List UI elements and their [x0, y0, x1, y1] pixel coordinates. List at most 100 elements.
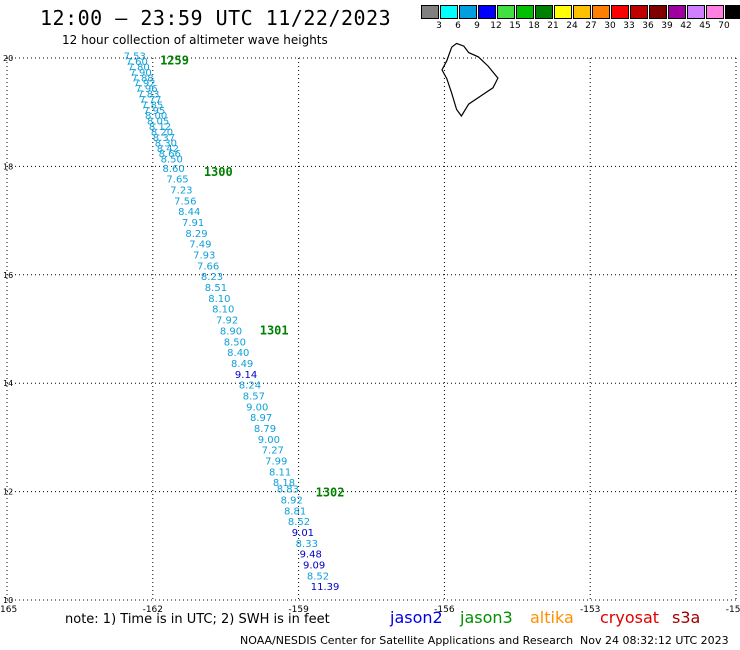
time-label: 1300 — [204, 165, 233, 179]
credit-text: NOAA/NESDIS Center for Satellite Applica… — [240, 634, 574, 647]
satellite-label-jason3: jason3 — [460, 608, 513, 627]
wave-height-label: 8.33 — [296, 539, 318, 550]
wave-height-label: 7.60 — [126, 57, 148, 68]
wave-height-label: 7.91 — [182, 218, 204, 229]
legend-swatch-label: 12 — [490, 21, 502, 31]
wave-height-label: 8.29 — [185, 229, 207, 240]
legend-swatch — [497, 5, 515, 19]
wave-height-label: 8.97 — [250, 413, 272, 424]
page-subtitle: 12 hour collection of altimeter wave hei… — [62, 33, 328, 47]
wave-height-label: 7.77 — [139, 95, 161, 106]
page-title: 12:00 – 23:59 UTC 11/22/2023 — [40, 6, 392, 30]
legend-swatch-label: 33 — [623, 21, 635, 31]
wave-height-label: 8.20 — [151, 128, 173, 139]
wave-height-label: 8.24 — [239, 381, 261, 392]
wave-height-label: 8.92 — [281, 496, 303, 507]
legend-swatch — [630, 5, 648, 19]
legend-swatch-label: 30 — [604, 21, 616, 31]
footer-note: note: 1) Time is in UTC; 2) SWH is in fe… — [65, 612, 330, 627]
legend-swatch — [535, 5, 553, 19]
wave-height-label: 8.10 — [212, 305, 234, 316]
wave-height-label: 9.00 — [246, 402, 268, 413]
legend-swatch — [554, 5, 572, 19]
wave-height-label: 9.00 — [258, 435, 280, 446]
wave-height-label: 8.18 — [273, 478, 295, 489]
legend-swatch-label: 9 — [474, 21, 480, 31]
wave-height-label: 7.66 — [197, 261, 219, 272]
wave-height-label: 8.60 — [163, 164, 185, 175]
satellite-label-cryosat: cryosat — [600, 608, 660, 627]
wave-height-label: 7.95 — [143, 106, 165, 117]
legend-swatch-label: 21 — [547, 21, 559, 31]
wave-height-label: 7.23 — [170, 186, 192, 197]
wave-height-label: 8.50 — [161, 155, 183, 166]
legend-swatch-label: 27 — [585, 21, 597, 31]
wave-height-label: 8.30 — [155, 138, 177, 149]
legend-swatch — [687, 5, 705, 19]
timestamp-text: Nov 24 08:32:12 UTC 2023 — [580, 634, 729, 647]
satellite-label-altika: altika — [530, 608, 574, 627]
wave-height-label: 8.83 — [277, 485, 299, 496]
wave-height-label: 8.42 — [157, 144, 179, 155]
wave-height-label: 7.88 — [131, 73, 153, 84]
wave-height-label: 9.01 — [292, 528, 314, 539]
legend-swatch — [649, 5, 667, 19]
y-tick-label: 20 — [3, 54, 13, 63]
legend-swatch-label: 70 — [718, 21, 730, 31]
wave-height-label: 7.90 — [129, 68, 151, 79]
wave-height-label: 8.05 — [147, 117, 169, 128]
wave-height-label: 8.49 — [231, 359, 253, 370]
wave-height-label: 7.56 — [174, 196, 196, 207]
legend-swatch-label: 6 — [455, 21, 461, 31]
wave-height-label: 8.66 — [159, 149, 181, 160]
wave-height-label: 7.92 — [133, 79, 155, 90]
wave-height-label: 7.93 — [193, 251, 215, 262]
legend-swatch — [459, 5, 477, 19]
x-tick-label: -165 — [0, 605, 17, 615]
x-tick-label: -159 — [288, 605, 309, 615]
wave-height-label: 8.52 — [307, 571, 329, 582]
legend-swatch-label: 24 — [566, 21, 578, 31]
legend-swatch — [421, 5, 439, 19]
wave-height-label: 8.00 — [145, 111, 167, 122]
legend-swatch-label: 45 — [699, 21, 711, 31]
y-tick-label: 12 — [3, 488, 13, 497]
x-tick-label: -153 — [580, 605, 600, 615]
wave-height-label: 7.99 — [265, 457, 287, 468]
wave-height-label: 8.90 — [220, 326, 242, 337]
y-tick-label: 10 — [3, 596, 13, 605]
legend-swatch-label: 36 — [642, 21, 654, 31]
y-tick-label: 14 — [3, 379, 13, 388]
wave-height-label: 8.79 — [254, 424, 276, 435]
wave-height-label: 7.96 — [135, 84, 157, 95]
wave-height-label: 7.49 — [189, 240, 211, 251]
legend-swatch — [668, 5, 686, 19]
legend-swatch-label: 39 — [661, 21, 673, 31]
wave-height-label: 8.37 — [153, 133, 175, 144]
wave-height-label: 7.85 — [141, 100, 163, 111]
wave-height-label: 11.39 — [311, 582, 340, 593]
legend-swatch — [611, 5, 629, 19]
wave-height-label: 8.81 — [284, 506, 306, 517]
wave-height-label: 7.27 — [262, 446, 284, 457]
wave-height-label: 7.65 — [166, 175, 188, 186]
legend-swatch — [478, 5, 496, 19]
wave-height-label: 8.51 — [205, 283, 227, 294]
time-label: 1302 — [316, 486, 345, 500]
legend-swatch — [706, 5, 724, 19]
wave-height-label: 7.80 — [128, 62, 150, 73]
wave-height-label: 9.09 — [303, 561, 325, 572]
x-tick-label: -162 — [143, 605, 163, 615]
wave-height-label: 8.50 — [224, 337, 246, 348]
legend-swatch — [725, 5, 740, 19]
time-label: 1301 — [260, 324, 289, 338]
wave-height-label: 9.14 — [235, 370, 257, 381]
legend-swatch-label: 18 — [528, 21, 540, 31]
legend-swatch-label: 15 — [509, 21, 521, 31]
satellite-label-s3a: s3a — [672, 608, 701, 627]
wave-height-label: 8.10 — [208, 294, 230, 305]
wave-height-label: 7.53 — [124, 52, 146, 63]
satellite-label-jason2: jason2 — [390, 608, 443, 627]
